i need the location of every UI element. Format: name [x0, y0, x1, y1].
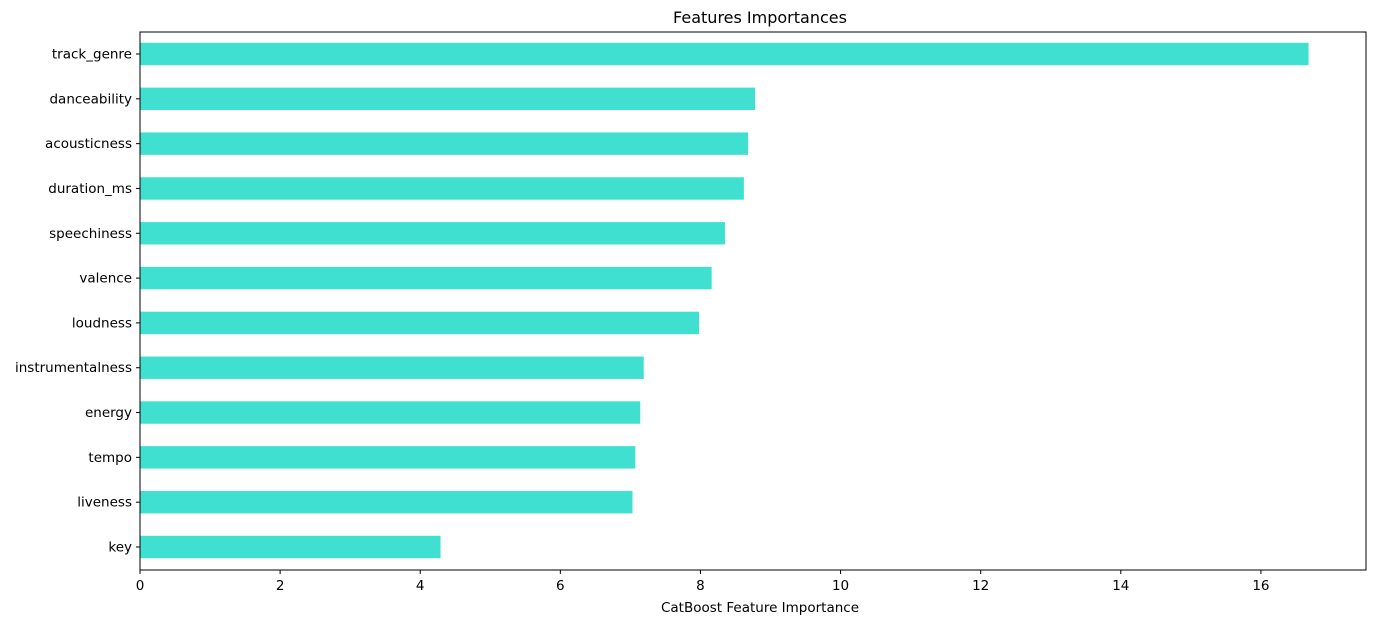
x-axis: 0 2 4 6 8 10 12 14 16 — [136, 570, 1270, 594]
y-tick-label: valence — [79, 271, 132, 287]
bar-key — [140, 535, 441, 559]
bar-valence — [140, 266, 712, 290]
bar-loudness — [140, 311, 700, 335]
x-tick-label: 0 — [136, 578, 145, 594]
y-tick-label: track_genre — [52, 47, 132, 63]
y-tick-label: energy — [85, 405, 132, 421]
y-tick-label: acousticness — [45, 136, 132, 152]
plot-frame — [139, 31, 1367, 571]
chart-title: Features Importances — [673, 8, 847, 27]
y-tick-label: loudness — [72, 315, 132, 331]
bar-danceability — [140, 87, 756, 111]
bar-tempo — [140, 446, 636, 469]
x-tick-label: 8 — [696, 578, 705, 594]
bar-acousticness — [140, 132, 749, 155]
x-tick-label: 12 — [972, 578, 989, 594]
y-tick-label: danceability — [49, 91, 132, 107]
y-tick-label: tempo — [88, 450, 132, 466]
x-axis-label: CatBoost Feature Importance — [661, 600, 859, 616]
x-tick-label: 4 — [416, 578, 425, 594]
x-tick-label: 10 — [832, 578, 849, 594]
bar-track_genre — [140, 42, 1309, 66]
bars-group — [140, 42, 1309, 559]
bar-duration_ms — [140, 177, 744, 200]
y-tick-label: liveness — [77, 495, 132, 511]
y-tick-label: key — [108, 540, 132, 556]
y-tick-label: speechiness — [49, 226, 132, 242]
bar-energy — [140, 401, 641, 424]
x-tick-label: 14 — [1112, 578, 1129, 594]
bar-liveness — [140, 490, 633, 514]
x-tick-label: 16 — [1252, 578, 1269, 594]
y-axis: track_genre danceability acousticness durat… — [15, 47, 140, 556]
x-tick-label: 6 — [556, 578, 565, 594]
y-tick-label: instrumentalness — [15, 360, 132, 376]
bar-speechiness — [140, 222, 725, 245]
y-tick-label: duration_ms — [48, 181, 132, 197]
bar-instrumentalness — [140, 356, 644, 379]
x-tick-label: 2 — [276, 578, 285, 594]
